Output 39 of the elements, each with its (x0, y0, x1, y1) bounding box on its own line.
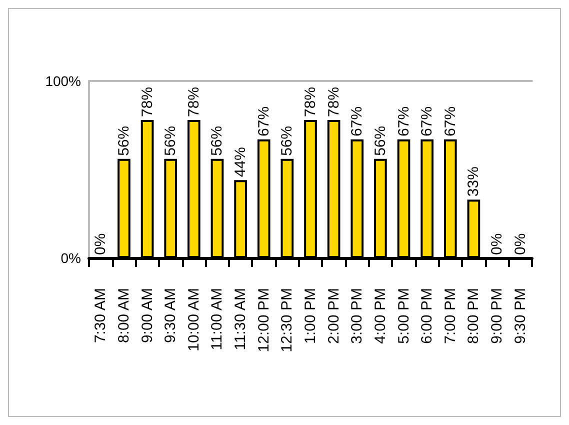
data-label: 56% (278, 126, 296, 156)
y-tick-label: 100% (45, 73, 81, 89)
x-tick-label: 11:00 AM (208, 288, 226, 350)
data-label: 67% (255, 106, 272, 136)
x-tick-label: 1:00 PM (302, 288, 319, 344)
x-tick-label: 8:00 AM (115, 288, 132, 344)
data-label: 56% (162, 126, 180, 156)
data-label: 78% (325, 86, 342, 117)
x-tick-label: 12:30 PM (278, 288, 296, 352)
x-tick-label: 9:30 PM (512, 288, 529, 344)
x-tick-label: 5:00 PM (395, 288, 412, 344)
x-tick-label: 11:30 AM (232, 288, 250, 350)
x-tick-label: 3:00 PM (348, 288, 366, 344)
data-label: 67% (348, 106, 366, 136)
x-tick-label: 9:00 PM (488, 288, 506, 344)
data-label: 33% (465, 166, 482, 197)
data-label: 67% (418, 106, 436, 136)
x-tick-label: 4:00 PM (372, 288, 389, 344)
x-tick-label: 7:30 AM (92, 288, 110, 344)
data-label: 78% (185, 86, 202, 117)
x-tick-label: 8:00 PM (465, 288, 482, 344)
x-tick-label: 9:30 AM (162, 288, 180, 344)
data-label: 56% (372, 126, 389, 156)
data-label: 78% (138, 86, 156, 117)
data-label: 56% (115, 126, 132, 156)
x-tick-label: 9:00 AM (138, 288, 156, 344)
data-label: 0% (512, 233, 529, 255)
x-tick-label: 10:00 AM (185, 288, 202, 352)
data-label: 44% (232, 147, 250, 178)
data-label: 0% (488, 233, 506, 255)
x-tick-label: 6:00 PM (418, 288, 436, 344)
data-label: 56% (208, 126, 226, 156)
data-label: 0% (92, 233, 110, 255)
x-tick-label: 7:00 PM (442, 288, 459, 344)
data-label: 78% (302, 86, 319, 117)
x-tick-label: 12:00 PM (255, 288, 272, 352)
data-label: 67% (395, 106, 412, 136)
data-label: 67% (442, 106, 459, 136)
x-tick-label: 2:00 PM (325, 288, 342, 344)
